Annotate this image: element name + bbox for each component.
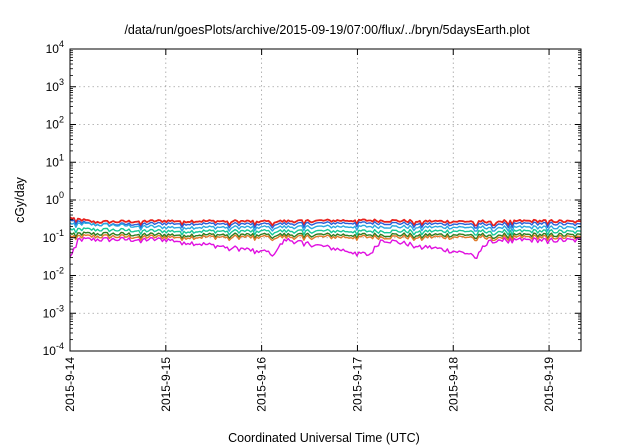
- y-tick-label: 102: [46, 115, 64, 132]
- y-axis: 10-4 10-3 10-2 10-1 100 101 102 103 104: [43, 39, 581, 358]
- series-line: [69, 216, 582, 227]
- series-line: [69, 236, 582, 259]
- series-line: [69, 218, 582, 229]
- grid: [70, 49, 581, 351]
- x-tick-label: 2015-9-19: [542, 357, 556, 412]
- x-tick-label: 2015-9-14: [63, 357, 77, 412]
- y-tick-label: 10-2: [43, 266, 64, 283]
- series-line: [69, 221, 582, 232]
- x-axis-label: Coordinated Universal Time (UTC): [228, 431, 420, 445]
- series-line: [69, 231, 582, 240]
- chart-title: /data/run/goesPlots/archive/2015-09-19/0…: [124, 23, 530, 37]
- x-tick-label: 2015-9-18: [446, 357, 460, 412]
- y-tick-label: 10-3: [43, 303, 64, 320]
- x-tick-label: 2015-9-15: [159, 357, 173, 412]
- y-tick-label: 103: [46, 77, 64, 94]
- y-tick-label: 10-1: [43, 228, 64, 245]
- x-tick-label: 2015-9-17: [350, 357, 364, 412]
- y-axis-label: cGy/day: [13, 176, 27, 223]
- y-tick-label: 104: [46, 39, 64, 56]
- series-line: [69, 227, 582, 236]
- y-tick-label: 10-4: [43, 341, 64, 358]
- y-tick-label: 100: [46, 190, 64, 207]
- x-tick-label: 2015-9-16: [255, 357, 269, 412]
- y-tick-label: 101: [46, 152, 64, 169]
- series-group: [69, 216, 582, 259]
- x-axis: 2015-9-14 2015-9-15 2015-9-16 2015-9-17 2015…: [63, 49, 556, 412]
- series-line: [69, 233, 582, 242]
